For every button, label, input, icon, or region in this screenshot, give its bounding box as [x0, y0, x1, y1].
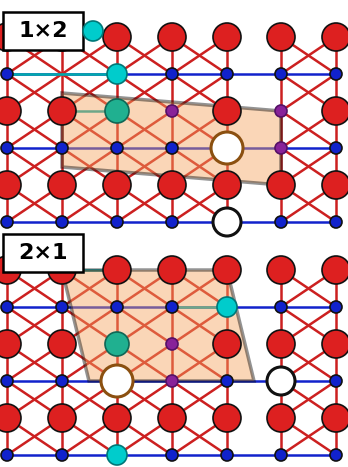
Circle shape [213, 23, 241, 51]
Circle shape [103, 171, 131, 199]
Circle shape [213, 97, 241, 125]
Circle shape [267, 171, 295, 199]
Circle shape [267, 404, 295, 432]
Circle shape [330, 375, 342, 387]
Text: 1×2: 1×2 [18, 21, 68, 41]
Circle shape [322, 330, 348, 358]
Circle shape [166, 142, 178, 154]
Text: 2×1: 2×1 [18, 243, 68, 263]
Circle shape [0, 330, 21, 358]
Circle shape [83, 21, 103, 41]
Circle shape [105, 99, 129, 123]
Circle shape [56, 375, 68, 387]
Circle shape [111, 216, 123, 228]
Circle shape [275, 68, 287, 80]
Circle shape [213, 208, 241, 236]
Circle shape [56, 142, 68, 154]
Circle shape [166, 216, 178, 228]
Circle shape [1, 301, 13, 313]
Circle shape [275, 216, 287, 228]
Circle shape [0, 23, 21, 51]
Circle shape [56, 449, 68, 461]
Circle shape [158, 404, 186, 432]
Circle shape [0, 256, 21, 284]
Circle shape [48, 171, 76, 199]
Circle shape [0, 404, 21, 432]
Circle shape [48, 256, 76, 284]
Circle shape [1, 449, 13, 461]
Circle shape [107, 64, 127, 84]
Circle shape [221, 449, 233, 461]
Circle shape [217, 297, 237, 317]
Circle shape [103, 256, 131, 284]
Circle shape [48, 97, 76, 125]
Circle shape [275, 449, 287, 461]
Circle shape [221, 375, 233, 387]
Circle shape [166, 105, 178, 117]
Circle shape [166, 375, 178, 387]
Polygon shape [62, 93, 281, 185]
Circle shape [275, 301, 287, 313]
Circle shape [213, 171, 241, 199]
Circle shape [211, 132, 243, 164]
Circle shape [322, 404, 348, 432]
Circle shape [56, 216, 68, 228]
Circle shape [1, 68, 13, 80]
Circle shape [107, 445, 127, 465]
Circle shape [275, 142, 287, 154]
Circle shape [275, 105, 287, 117]
Circle shape [103, 404, 131, 432]
Circle shape [330, 216, 342, 228]
Circle shape [1, 375, 13, 387]
Circle shape [267, 256, 295, 284]
Circle shape [111, 449, 123, 461]
Circle shape [213, 330, 241, 358]
Circle shape [330, 142, 342, 154]
Circle shape [322, 97, 348, 125]
Circle shape [330, 68, 342, 80]
Circle shape [56, 301, 68, 313]
Circle shape [103, 23, 131, 51]
Circle shape [166, 449, 178, 461]
Circle shape [166, 68, 178, 80]
Circle shape [322, 23, 348, 51]
Polygon shape [62, 270, 254, 381]
Circle shape [48, 404, 76, 432]
Circle shape [111, 142, 123, 154]
Circle shape [111, 301, 123, 313]
Circle shape [0, 171, 21, 199]
Circle shape [158, 256, 186, 284]
Circle shape [0, 97, 21, 125]
Circle shape [48, 330, 76, 358]
Circle shape [105, 332, 129, 356]
Circle shape [330, 301, 342, 313]
Circle shape [213, 404, 241, 432]
FancyBboxPatch shape [3, 12, 83, 50]
Circle shape [158, 23, 186, 51]
Circle shape [48, 23, 76, 51]
Circle shape [322, 171, 348, 199]
Circle shape [166, 338, 178, 350]
Circle shape [158, 171, 186, 199]
Circle shape [221, 68, 233, 80]
Circle shape [267, 367, 295, 395]
Circle shape [322, 256, 348, 284]
Circle shape [166, 301, 178, 313]
Circle shape [267, 330, 295, 358]
Circle shape [101, 365, 133, 397]
Circle shape [1, 216, 13, 228]
Circle shape [267, 23, 295, 51]
Circle shape [1, 142, 13, 154]
Circle shape [213, 256, 241, 284]
FancyBboxPatch shape [3, 234, 83, 272]
Circle shape [330, 449, 342, 461]
